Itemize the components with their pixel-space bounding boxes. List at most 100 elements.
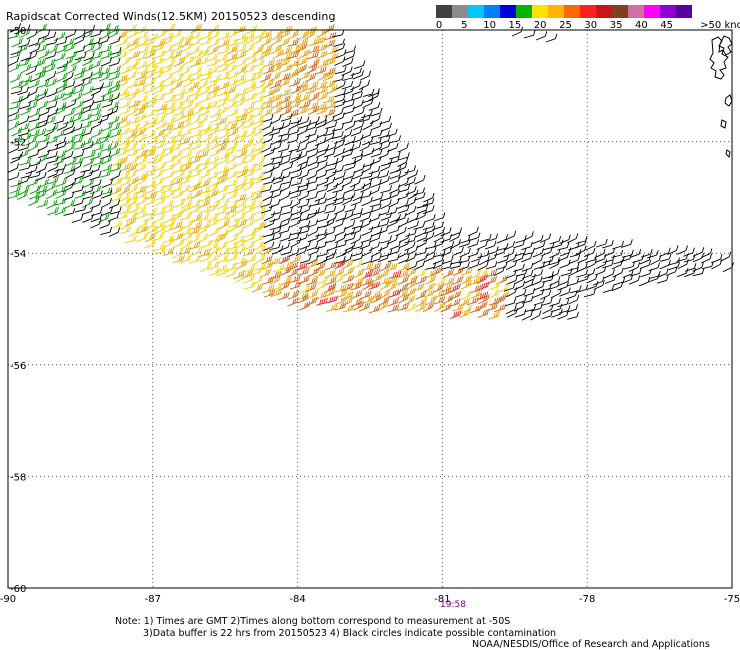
wind-barb (242, 181, 254, 192)
wind-barb (9, 73, 22, 83)
legend-label: 30 (584, 20, 598, 31)
wind-barb (89, 37, 101, 46)
wind-barb (90, 179, 102, 189)
wind-barb (110, 177, 122, 187)
wind-barb (136, 232, 148, 243)
wind-barb (279, 100, 292, 110)
wind-barb (206, 79, 218, 89)
wind-barb (278, 218, 290, 228)
map-title: Rapidscat Corrected Winds(12.5KM) 201505… (6, 10, 336, 23)
wind-barb (352, 99, 364, 110)
wind-barb (270, 226, 282, 236)
wind-barb (234, 77, 247, 87)
wind-barb (524, 273, 536, 284)
wind-barb (334, 171, 346, 181)
wind-barb (180, 162, 192, 172)
wind-barb (218, 247, 230, 258)
wind-barb (55, 84, 67, 94)
wind-barb (385, 262, 398, 272)
wind-barb (296, 125, 309, 136)
wind-barb (234, 193, 247, 203)
wind-barb (307, 134, 319, 144)
wind-barb (244, 199, 257, 209)
wind-barb (342, 99, 355, 109)
wind-barb (314, 102, 327, 112)
wind-barb (280, 52, 293, 62)
wind-barb (317, 213, 330, 223)
wind-barb (640, 268, 652, 278)
wind-barb (108, 199, 121, 209)
wind-barb (362, 295, 375, 304)
wind-barb (432, 259, 445, 270)
wind-barb (188, 234, 200, 245)
wind-barb (90, 218, 102, 229)
wind-barb (290, 206, 303, 216)
wind-barb (542, 242, 555, 251)
wind-barb (307, 161, 320, 171)
wind-barb (189, 141, 202, 151)
wind-barb (288, 119, 300, 130)
wind-barb (361, 171, 374, 180)
wind-barb (290, 237, 302, 248)
wind-barb (162, 147, 174, 157)
wind-barb (218, 129, 230, 140)
wind-barb (250, 266, 263, 276)
legend-swatch (484, 5, 500, 18)
wind-barb (315, 43, 328, 52)
wind-barb (370, 148, 383, 158)
wind-barb (458, 255, 471, 264)
wind-barb (44, 31, 57, 41)
wind-barb (83, 43, 95, 54)
wind-barb (565, 290, 578, 300)
wind-barb (162, 170, 175, 180)
wind-barb (234, 33, 247, 42)
wind-barb (521, 241, 533, 251)
wind-barb (397, 275, 410, 285)
wind-barb (532, 255, 544, 266)
wind-barb (170, 211, 183, 221)
wind-barb (107, 101, 119, 111)
wind-barb (433, 238, 445, 248)
wind-barb (236, 259, 248, 270)
wind-barb (325, 276, 337, 286)
legend-label: 40 (635, 20, 648, 31)
wind-barb (287, 135, 299, 144)
wind-barb (405, 280, 417, 291)
wind-barb (55, 189, 67, 199)
wind-barb (110, 185, 122, 196)
wind-barb (316, 28, 328, 38)
wind-barb (17, 190, 29, 200)
legend-swatch (660, 5, 676, 18)
wind-barb (28, 114, 41, 123)
wind-barb (125, 211, 137, 222)
wind-barb (227, 134, 240, 143)
wind-barb (9, 50, 22, 59)
wind-barb (406, 245, 419, 256)
wind-barb (127, 87, 140, 97)
wind-barb (234, 97, 246, 108)
wind-barb (405, 197, 417, 208)
wind-barb (153, 128, 166, 139)
wind-barb (55, 37, 68, 46)
wind-barb (488, 281, 500, 291)
wind-barb (163, 78, 176, 88)
wind-barb (98, 134, 110, 145)
wind-barb (161, 199, 174, 209)
wind-barb (119, 177, 132, 186)
wind-barb (182, 77, 194, 88)
wind-barb (602, 260, 614, 269)
wind-barb (242, 120, 254, 129)
wind-barb (278, 225, 291, 234)
wind-barb (270, 232, 282, 241)
wind-barb (460, 279, 472, 290)
wind-barb (549, 248, 561, 259)
wind-barb (368, 213, 381, 223)
wind-barb (378, 130, 390, 139)
wind-barb (26, 50, 38, 61)
wind-barb (405, 185, 417, 196)
wind-barb (45, 50, 57, 60)
wind-barb (143, 37, 156, 46)
wind-barb (172, 121, 185, 130)
wind-barb (299, 119, 312, 129)
wind-barb (290, 211, 303, 221)
